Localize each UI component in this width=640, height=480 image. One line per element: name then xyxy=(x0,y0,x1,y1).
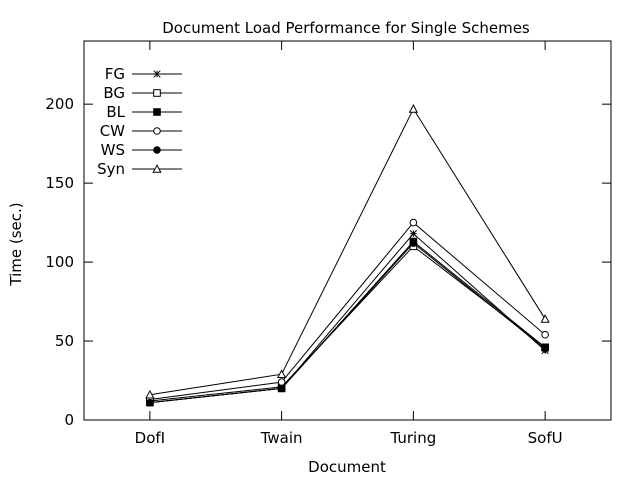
x-axis-label: Document xyxy=(308,458,386,476)
x-tick-label: DofI xyxy=(135,429,165,447)
legend-label-bl: BL xyxy=(106,103,125,121)
y-tick-label: 150 xyxy=(45,174,74,192)
legend-marker-bg xyxy=(153,89,161,97)
data-point-ws xyxy=(146,398,154,407)
data-point-fg xyxy=(409,230,418,238)
legend-label-fg: FG xyxy=(105,65,125,83)
legend-label-cw: CW xyxy=(100,122,125,140)
legend-label-ws: WS xyxy=(101,141,125,159)
series-line-bg xyxy=(149,245,546,402)
legend-label-syn: Syn xyxy=(97,160,125,178)
series-line-ws xyxy=(149,242,546,404)
data-point-cw xyxy=(541,330,549,339)
legend-label-bg: BG xyxy=(103,84,125,102)
y-tick-label: 50 xyxy=(55,332,74,350)
plot-area: 0 50 100 150 200 DofI Twain Turing SofU FGBGBLCWW… xyxy=(45,40,612,447)
legend-marker-bl xyxy=(153,108,161,116)
series-line-bl xyxy=(149,240,546,404)
y-tick-label: 200 xyxy=(45,95,74,113)
data-point-syn xyxy=(276,369,287,379)
data-point-syn xyxy=(145,389,155,399)
x-tick-label: Twain xyxy=(260,429,303,447)
y-tick-label: 100 xyxy=(45,253,74,271)
data-point-cw xyxy=(409,218,418,227)
series-line-cw xyxy=(149,221,546,400)
data-point-syn xyxy=(540,314,550,323)
x-tick-label: Turing xyxy=(389,429,436,447)
series-line-syn xyxy=(149,107,546,396)
data-point-ws xyxy=(409,239,418,247)
legend-marker-syn xyxy=(152,164,162,173)
y-tick-label: 0 xyxy=(64,411,74,429)
data-point-cw xyxy=(277,378,286,386)
data-point-ws xyxy=(277,384,286,393)
series-line-fg xyxy=(149,232,546,404)
plot-frame xyxy=(83,40,612,421)
y-axis-label: Time (sec.) xyxy=(7,202,25,286)
data-point-ws xyxy=(541,345,549,353)
data-point-syn xyxy=(408,104,419,113)
legend-marker-ws xyxy=(153,146,161,154)
x-tick-label: SofU xyxy=(528,429,563,447)
chart-title: Document Load Performance for Single Sch… xyxy=(162,19,530,37)
legend-marker-fg xyxy=(153,70,161,78)
legend-marker-cw xyxy=(153,127,161,135)
